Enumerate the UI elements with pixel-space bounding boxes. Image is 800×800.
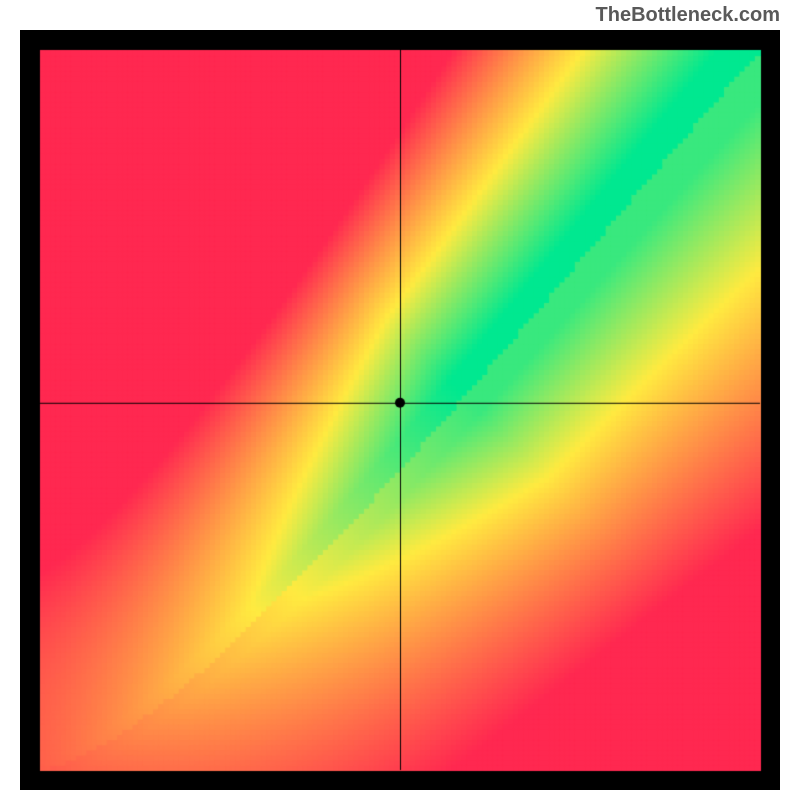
bottleneck-heatmap <box>20 30 780 790</box>
watermark-text: TheBottleneck.com <box>596 4 780 27</box>
bottleneck-chart-container: TheBottleneck.com <box>0 0 800 800</box>
